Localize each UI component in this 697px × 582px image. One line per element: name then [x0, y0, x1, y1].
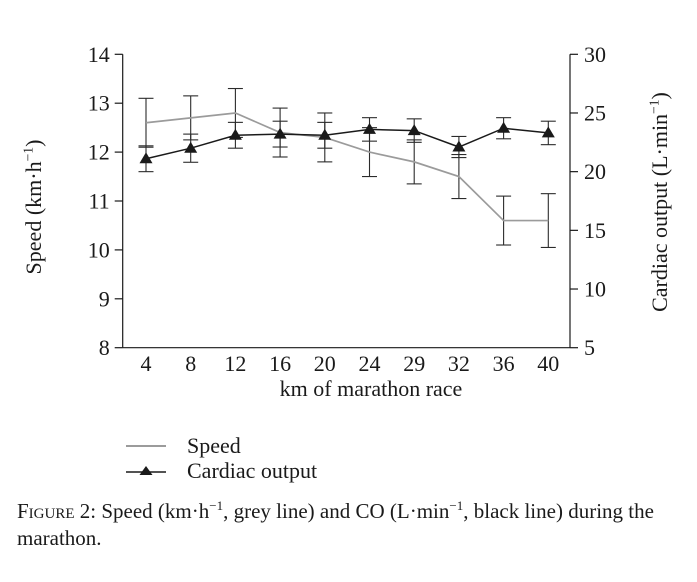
- y-left-tick-label: 13: [88, 91, 110, 116]
- figure-caption: Figure 2: Speed (km·h−1, grey line) and …: [17, 498, 689, 552]
- caption-seg2: , grey line) and CO (L·min: [223, 499, 450, 523]
- y-left-tick-label: 8: [99, 335, 110, 360]
- x-tick-label: 24: [359, 351, 381, 376]
- y-left-tick-label: 12: [88, 140, 110, 165]
- y-axis-label-right-sup: −1: [646, 99, 662, 114]
- caption-sup2: −1: [449, 498, 464, 513]
- y-axis-label-left-close: ): [21, 139, 46, 147]
- series-speed: [138, 87, 556, 249]
- y-right-tick-label: 10: [584, 277, 606, 302]
- triangle-marker-icon: [497, 121, 511, 133]
- x-tick-label: 32: [448, 351, 470, 376]
- y-axis-label-right-text: Cardiac output (L·min: [647, 113, 672, 312]
- x-tick-label: 4: [141, 351, 152, 376]
- legend-label-cardiac-output: Cardiac output: [187, 457, 318, 483]
- caption-seg3: , black line) during the marathon.: [17, 499, 654, 550]
- triangle-marker-icon: [318, 128, 332, 140]
- y-right-tick-label: 20: [584, 159, 606, 184]
- x-tick-label: 12: [224, 351, 246, 376]
- triangle-marker-icon: [184, 141, 198, 153]
- x-tick-label: 16: [269, 351, 291, 376]
- x-axis-title: km of marathon race: [280, 376, 463, 401]
- x-tick-label: 40: [537, 351, 559, 376]
- y-left-tick-label: 9: [99, 286, 110, 311]
- y-left-tick-label: 10: [88, 237, 110, 262]
- speed-line-swatch: [126, 444, 166, 447]
- y-axis-label-left: Speed (km·h−1): [21, 87, 47, 327]
- triangle-marker-icon: [363, 122, 376, 134]
- x-axis-title-text: km of marathon race: [280, 376, 463, 401]
- triangle-marker-icon: [273, 127, 287, 139]
- y-axis-label-left-sup: −1: [20, 146, 36, 162]
- y-right-tick-label: 5: [584, 335, 595, 360]
- triangle-marker-icon: [452, 140, 466, 152]
- series-cardiac-output: [138, 117, 556, 173]
- legend-item-cardiac-output: Cardiac output: [125, 458, 317, 483]
- caption-sup1: −1: [209, 498, 224, 513]
- x-tick-label: 29: [403, 351, 425, 376]
- y-right-tick-label: 15: [584, 218, 606, 243]
- y-right-tick-label: 30: [584, 42, 606, 67]
- x-tick-label: 8: [185, 351, 196, 376]
- triangle-marker-icon: [228, 128, 242, 140]
- axes: [114, 53, 578, 349]
- data-line: [145, 127, 549, 160]
- y-axis-label-right: Cardiac output (L·min−1): [647, 52, 673, 352]
- triangle-marker-icon: [407, 124, 421, 136]
- cardiac-output-swatch: [126, 465, 166, 475]
- tick-labels: 8 9 10 11 12 13 14 5 10 15 20 25 30 4 8 12 16 20 24 29 32 36 4…: [88, 42, 606, 376]
- legend-label-speed: Speed: [187, 432, 241, 458]
- y-left-tick-label: 11: [89, 189, 110, 214]
- y-right-tick-label: 25: [584, 100, 606, 125]
- chart-canvas: 8 9 10 11 12 13 14 5 10 15 20 25 30 4 8 12 16 20 24 29 32 36 4…: [88, 42, 606, 401]
- y-left-tick-label: 14: [88, 42, 110, 67]
- x-tick-label: 20: [314, 351, 336, 376]
- triangle-marker-icon: [139, 152, 153, 164]
- y-axis-label-right-close: ): [647, 92, 672, 100]
- triangle-marker-icon: [541, 126, 555, 138]
- caption-figure-label: Figure 2:: [17, 499, 97, 523]
- legend: Speed Cardiac output: [125, 433, 317, 483]
- legend-item-speed: Speed: [125, 433, 317, 458]
- x-tick-label: 36: [493, 351, 515, 376]
- triangle-marker-icon: [139, 465, 153, 475]
- caption-seg1: Speed (km·h: [96, 499, 210, 523]
- error-bars: [138, 87, 556, 249]
- data-line: [145, 112, 549, 222]
- y-axis-label-left-text: Speed (km·h: [21, 161, 46, 275]
